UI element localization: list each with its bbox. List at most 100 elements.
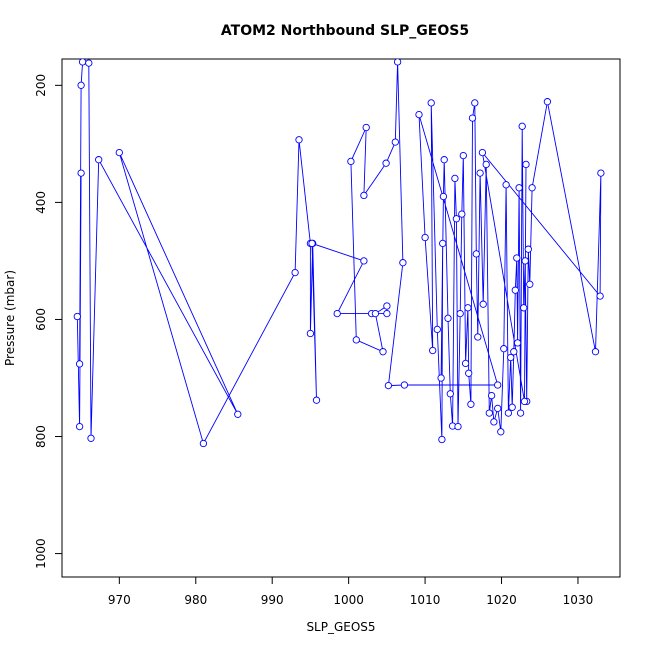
x-tick-label: 1010 bbox=[410, 593, 441, 607]
data-point bbox=[526, 280, 534, 288]
data-point bbox=[507, 353, 515, 362]
data-point bbox=[383, 309, 391, 318]
data-point bbox=[384, 381, 393, 390]
data-point bbox=[433, 325, 441, 334]
data-point bbox=[421, 233, 429, 242]
y-axis: 200 400 600 800 1000 bbox=[34, 74, 62, 569]
data-point bbox=[504, 409, 513, 417]
x-tick-label: 990 bbox=[261, 593, 284, 607]
data-point bbox=[487, 391, 496, 400]
data-point bbox=[494, 381, 502, 389]
data-point bbox=[291, 268, 299, 277]
data-point bbox=[521, 257, 529, 265]
data-point bbox=[482, 160, 490, 169]
data-point bbox=[471, 99, 479, 107]
data-point bbox=[513, 339, 522, 347]
data-point bbox=[446, 390, 454, 398]
data-point bbox=[399, 259, 407, 267]
data-point bbox=[347, 157, 355, 166]
data-point bbox=[87, 434, 95, 442]
data-point bbox=[393, 59, 402, 66]
data-point bbox=[485, 409, 493, 417]
data-point bbox=[371, 309, 380, 318]
data-point bbox=[75, 422, 84, 431]
data-point bbox=[516, 409, 525, 417]
data-point bbox=[306, 329, 315, 338]
data-point bbox=[543, 98, 552, 106]
y-tick-label: 1000 bbox=[34, 538, 48, 569]
data-point bbox=[479, 300, 487, 308]
data-point bbox=[490, 418, 498, 426]
data-point bbox=[500, 345, 508, 353]
x-tick-label: 1020 bbox=[486, 593, 517, 607]
data-point bbox=[472, 250, 480, 258]
data-point bbox=[352, 336, 360, 344]
data-point bbox=[511, 286, 519, 294]
y-tick-label: 800 bbox=[34, 425, 48, 448]
data-point bbox=[438, 435, 446, 444]
data-point bbox=[427, 99, 435, 107]
data-point bbox=[510, 348, 518, 356]
data-point bbox=[596, 292, 604, 300]
data-point bbox=[78, 59, 87, 66]
y-tick-label: 400 bbox=[34, 191, 48, 214]
data-point bbox=[528, 184, 536, 192]
data-point bbox=[415, 110, 423, 119]
plot-frame bbox=[61, 58, 621, 578]
data-point bbox=[476, 169, 484, 177]
data-point bbox=[439, 239, 447, 248]
chart-title: ATOM2 Northbound SLP_GEOS5 bbox=[221, 23, 469, 39]
data-point bbox=[459, 151, 467, 160]
x-tick-label: 970 bbox=[108, 593, 131, 607]
data-point bbox=[73, 312, 81, 321]
data-point bbox=[308, 239, 316, 248]
data-point bbox=[95, 156, 103, 164]
data-point bbox=[391, 138, 399, 146]
data-point bbox=[444, 314, 452, 322]
data-point bbox=[452, 215, 461, 223]
x-tick-label: 980 bbox=[184, 593, 207, 607]
x-tick-label: 1000 bbox=[333, 593, 364, 607]
data-point bbox=[591, 348, 600, 356]
data-point bbox=[454, 422, 462, 431]
y-tick-label: 600 bbox=[34, 308, 48, 331]
data-point bbox=[234, 410, 242, 418]
data-point bbox=[502, 181, 510, 189]
x-axis-label: SLP_GEOS5 bbox=[306, 620, 375, 634]
data-point bbox=[383, 302, 391, 310]
data-point bbox=[451, 174, 459, 183]
data-point bbox=[520, 397, 529, 406]
data-point bbox=[77, 169, 85, 177]
series-line bbox=[76, 61, 602, 445]
data-point bbox=[382, 159, 390, 167]
data-point bbox=[400, 381, 409, 389]
data-point bbox=[497, 428, 505, 436]
data-point bbox=[360, 257, 368, 265]
data-point bbox=[295, 136, 303, 144]
data-point bbox=[360, 191, 368, 200]
series-layer bbox=[73, 59, 605, 448]
data-point bbox=[362, 123, 370, 132]
data-point bbox=[85, 59, 93, 67]
data-point bbox=[513, 254, 521, 262]
data-point bbox=[461, 359, 470, 368]
data-point bbox=[508, 403, 516, 411]
data-point bbox=[115, 148, 123, 157]
data-point bbox=[518, 122, 526, 130]
data-point bbox=[468, 114, 477, 122]
data-point bbox=[440, 156, 448, 164]
data-point bbox=[465, 369, 473, 377]
y-tick-label: 200 bbox=[34, 74, 48, 97]
data-point bbox=[522, 160, 530, 169]
x-tick-label: 1030 bbox=[563, 593, 594, 607]
x-axis: 970 980 990 1000 1010 1020 1030 bbox=[108, 577, 593, 607]
data-point bbox=[456, 309, 464, 318]
data-point bbox=[597, 169, 605, 177]
data-point bbox=[333, 309, 341, 318]
data-point bbox=[515, 184, 523, 192]
data-point bbox=[478, 148, 487, 157]
data-point bbox=[520, 304, 528, 312]
y-axis-label: Pressure (mbar) bbox=[3, 270, 17, 366]
data-point bbox=[467, 400, 475, 408]
data-point bbox=[494, 404, 502, 413]
